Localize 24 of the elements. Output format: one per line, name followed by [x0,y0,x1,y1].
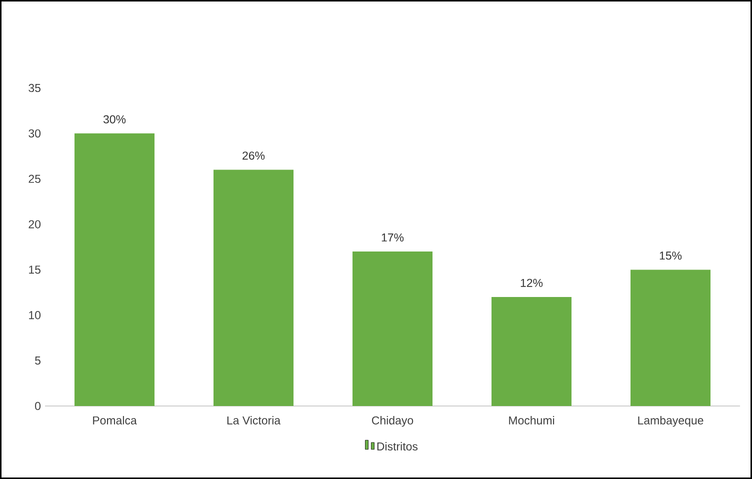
x-tick-label: Lambayeque [638,416,704,427]
bar [630,270,711,406]
data-label: 30% [103,115,126,124]
bar [74,133,155,406]
y-tick-label: 15 [29,266,40,274]
y-tick-label: 5 [35,356,40,365]
x-tick-label: Pomalca [93,416,137,424]
x-tick-label: Mochumi [509,416,554,424]
y-tick-label: 35 [28,84,40,92]
data-label: 15% [660,252,682,260]
data-label: 26% [242,152,265,160]
y-tick-label: 25 [28,174,40,183]
y-tick-label: 30 [28,129,41,138]
y-tick-label: 20 [28,220,41,228]
x-tick-label: La Victoria [227,416,281,424]
data-label: 12% [520,278,543,287]
bar [214,170,294,406]
x-tick-label: Chidayo [372,416,414,427]
y-tick-label: 0 [35,402,41,410]
bar [492,296,572,406]
legend-label: Distritos [377,442,418,450]
data-label: 17% [382,233,404,242]
y-tick-label: 10 [29,311,41,320]
bar [352,252,433,406]
